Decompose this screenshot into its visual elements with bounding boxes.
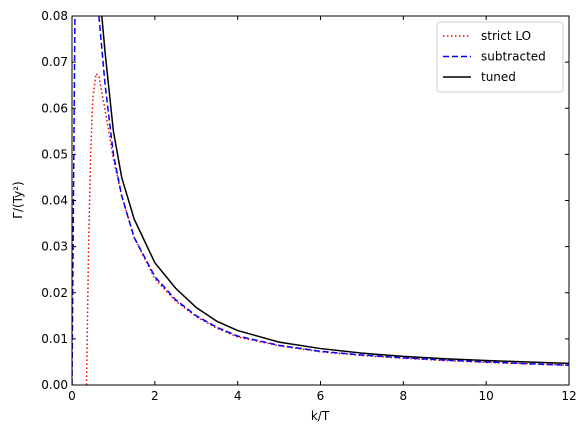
- legend-label: strict LO: [481, 29, 531, 43]
- y-axis-label: Γ/(Ty²): [11, 181, 25, 218]
- x-axis-label: k/T: [311, 409, 330, 423]
- y-tick-label: 0.01: [41, 332, 68, 346]
- y-tick-label: 0.04: [41, 194, 68, 208]
- x-tick-label: 0: [68, 389, 76, 403]
- y-tick-label: 0.00: [41, 378, 68, 392]
- plot-area: [72, 16, 569, 385]
- y-tick-label: 0.02: [41, 286, 68, 300]
- data-line: [101, 16, 569, 365]
- x-tick-label: 6: [317, 389, 325, 403]
- x-tick-label: 8: [400, 389, 408, 403]
- legend-label: subtracted: [481, 50, 546, 64]
- x-tick-label: 2: [151, 389, 159, 403]
- x-tick-label: 12: [561, 389, 576, 403]
- y-tick-label: 0.06: [41, 101, 68, 115]
- x-tick-label: 4: [234, 389, 242, 403]
- y-tick-label: 0.05: [41, 147, 68, 161]
- data-line: [85, 72, 569, 385]
- y-tick-label: 0.03: [41, 240, 68, 254]
- legend-box: [436, 21, 564, 93]
- y-tick-label: 0.08: [41, 9, 68, 23]
- plot-frame: [71, 15, 570, 386]
- x-tick-label: 10: [479, 389, 494, 403]
- y-tick-label: 0.07: [41, 55, 68, 69]
- data-line: [72, 16, 569, 385]
- legend-label: tuned: [481, 70, 516, 84]
